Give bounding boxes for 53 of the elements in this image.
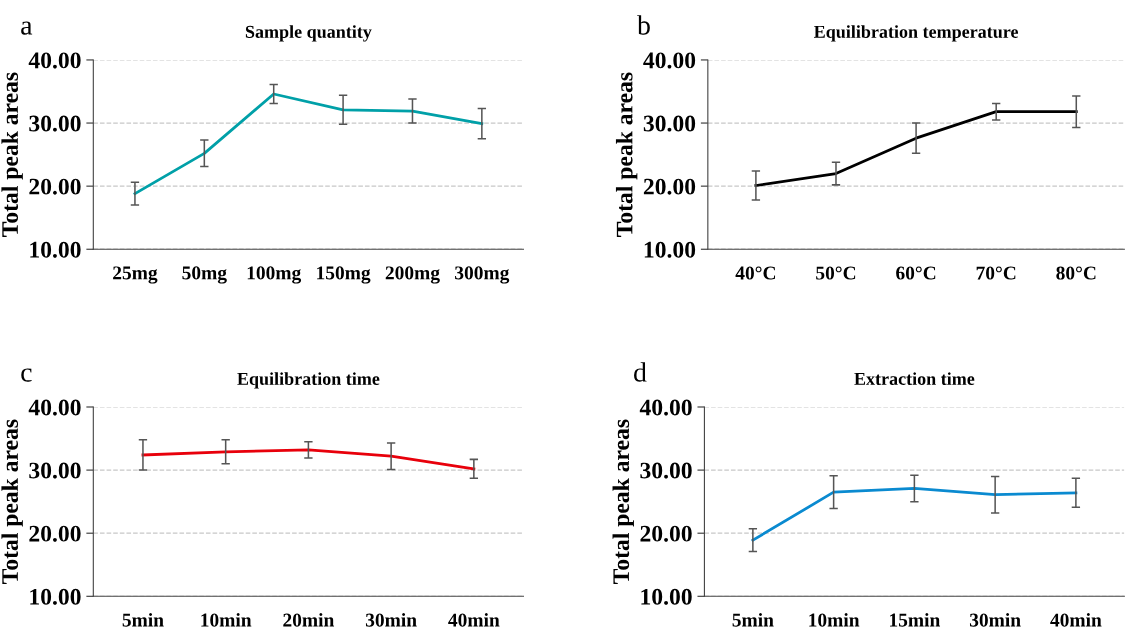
y-tick-label: 10.00 bbox=[30, 588, 81, 605]
x-tick-label: 25mg bbox=[113, 266, 158, 284]
y-tick-label: 10.00 bbox=[30, 241, 81, 258]
text: c bbox=[21, 368, 32, 382]
x-tick-label: 5min bbox=[732, 612, 774, 627]
x-tick-label: 5min bbox=[122, 612, 164, 627]
chart-title: Extraction time bbox=[854, 372, 975, 385]
line-series bbox=[751, 487, 1078, 542]
y-tick-label: 20.00 bbox=[643, 178, 696, 195]
y-tick-label: 40.00 bbox=[639, 399, 692, 416]
x-tick-label: 15min bbox=[890, 612, 941, 627]
y-tick-label: 10.00 bbox=[641, 588, 692, 605]
x-tick-label: 40min bbox=[448, 612, 500, 627]
x-tick-label: 20min bbox=[283, 612, 335, 627]
y-axis-title: Total peak areas bbox=[615, 72, 638, 237]
x-tick-label: 200mg bbox=[385, 266, 440, 284]
x-tick-label: 70°C bbox=[976, 266, 1016, 280]
x-tick-label: 30min bbox=[969, 612, 1021, 627]
x-tick-label: 150mg bbox=[317, 266, 371, 284]
x-tick-label: 10min bbox=[201, 612, 252, 627]
x-tick-label: 50mg bbox=[182, 266, 227, 284]
y-tick-label: 30.00 bbox=[643, 115, 696, 132]
chart-title: Equilibration time bbox=[237, 372, 380, 389]
y-tick-label: 20.00 bbox=[640, 525, 692, 542]
line-series bbox=[141, 448, 476, 471]
y-axis-title: Total peak areas bbox=[1, 72, 23, 237]
y-tick-label: 40.00 bbox=[643, 52, 696, 69]
y-axis-title: Total peak areas bbox=[1, 419, 23, 584]
text: b bbox=[637, 15, 650, 35]
y-tick-label: 30.00 bbox=[29, 115, 81, 132]
chart-title: Equilibration temperature bbox=[814, 25, 1019, 42]
chart-title: Sample quantity bbox=[245, 25, 372, 42]
x-tick-label: 300mg bbox=[455, 266, 510, 284]
x-tick-label: 100mg bbox=[247, 266, 302, 284]
x-tick-label: 30min bbox=[365, 612, 417, 627]
y-tick-label: 20.00 bbox=[29, 525, 81, 542]
x-tick-label: 60°C bbox=[896, 266, 936, 280]
y-tick-label: 40.00 bbox=[28, 52, 81, 69]
x-tick-label: 40°C bbox=[735, 266, 776, 280]
text: d bbox=[634, 362, 647, 382]
y-tick-label: 10.00 bbox=[644, 241, 696, 258]
y-axis-title: Total peak areas bbox=[612, 419, 634, 584]
y-tick-label: 40.00 bbox=[28, 399, 81, 416]
y-tick-label: 30.00 bbox=[29, 462, 81, 479]
line-series bbox=[754, 110, 1078, 187]
x-tick-label: 40min bbox=[1050, 612, 1102, 627]
y-tick-label: 20.00 bbox=[29, 178, 81, 195]
x-tick-label: 80°C bbox=[1056, 266, 1096, 280]
line-series bbox=[133, 92, 484, 196]
x-tick-label: 10min bbox=[809, 612, 860, 627]
text: a bbox=[21, 21, 33, 35]
x-tick-label: 50°C bbox=[816, 266, 856, 280]
y-tick-label: 30.00 bbox=[640, 462, 692, 479]
